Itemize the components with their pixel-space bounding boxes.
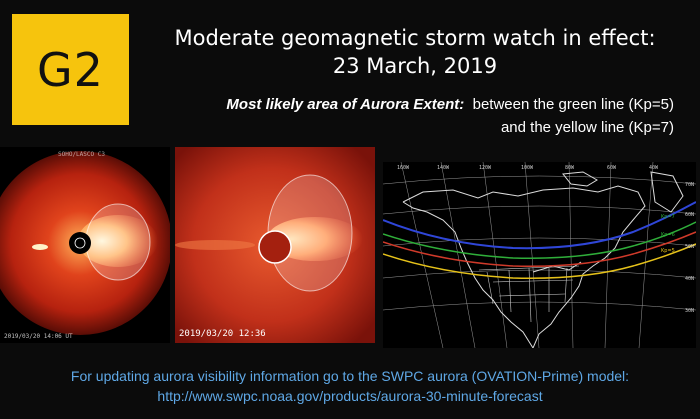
kp7-blue-line <box>383 201 696 250</box>
cme-highlight-circle <box>85 203 151 281</box>
kp7-line-label: Kp=7 <box>661 214 675 220</box>
sun-marker <box>74 237 86 249</box>
aurora-extent-green: between the green line (Kp=5) <box>472 96 674 113</box>
c2-occulter-circle <box>258 230 292 264</box>
lat-label: 30N <box>685 308 694 314</box>
lon-label: 40W <box>649 165 659 171</box>
storm-level-label: G2 <box>37 42 104 97</box>
coronagraph-c2-image: 2019/03/20 12:36 <box>175 147 375 343</box>
storm-level-badge: G2 <box>12 14 129 125</box>
lat-label: 70N <box>685 182 694 188</box>
title-line-1: Moderate geomagnetic storm watch in effe… <box>174 26 656 50</box>
lon-label: 120W <box>479 165 492 171</box>
lon-labels: 160W 140W 120W 100W 80W 60W 40W <box>397 165 659 171</box>
coastlines <box>402 171 684 348</box>
lat-label: 50N <box>685 244 694 250</box>
footer-info-text: For updating aurora visibility informati… <box>70 368 630 384</box>
kp6-red-line <box>383 231 696 267</box>
coronagraph-c3-graphic <box>0 151 170 335</box>
c2-streamer <box>175 240 255 250</box>
c3-timestamp: 2019/03/20 14:06 UT <box>4 333 73 340</box>
kp-line-labels: Kp=7 Kp=6 Kp=5 <box>661 214 675 254</box>
occulter-disk <box>69 232 91 254</box>
aurora-forecast-map: 160W 140W 120W 100W 80W 60W 40W 70N 60N … <box>383 162 696 348</box>
lon-label: 160W <box>397 165 410 171</box>
lon-label: 80W <box>565 165 575 171</box>
aurora-extent-line-1: Most likely area of Aurora Extent: betwe… <box>130 96 674 113</box>
lat-label: 60N <box>685 212 694 218</box>
kp5-green-line <box>383 221 696 259</box>
aurora-extent-line-2: and the yellow line (Kp=7) <box>500 119 674 136</box>
title-date: 23 March, 2019 <box>332 54 498 78</box>
lat-labels: 70N 60N 50N 40N 30N <box>685 182 694 314</box>
coronagraph-c3-image: SOHO/LASCO C3 2019/03/20 14:06 UT <box>0 147 170 343</box>
lon-label: 140W <box>437 165 450 171</box>
kp6-line-label: Kp=6 <box>661 232 675 238</box>
cme-burst <box>78 215 158 267</box>
c3-instrument-label: SOHO/LASCO C3 <box>58 151 105 158</box>
lon-label: 100W <box>521 165 534 171</box>
coronagraph-c2-graphic <box>175 147 375 343</box>
aurora-extent-label: Most likely area of Aurora Extent: <box>226 96 465 113</box>
lat-label: 40N <box>685 276 694 282</box>
lon-label: 60W <box>607 165 617 171</box>
kp7-yellow-line <box>383 243 696 279</box>
page-title: Moderate geomagnetic storm watch in effe… <box>150 24 680 80</box>
forecast-link[interactable]: http://www.swpc.noaa.gov/products/aurora… <box>157 388 543 404</box>
c2-timestamp: 2019/03/20 12:36 <box>179 329 266 339</box>
state-borders <box>478 265 580 323</box>
kp5-line-label: Kp=5 <box>661 248 675 254</box>
aurora-map-graphic: 160W 140W 120W 100W 80W 60W 40W 70N 60N … <box>383 162 696 348</box>
bright-streak <box>32 244 48 250</box>
